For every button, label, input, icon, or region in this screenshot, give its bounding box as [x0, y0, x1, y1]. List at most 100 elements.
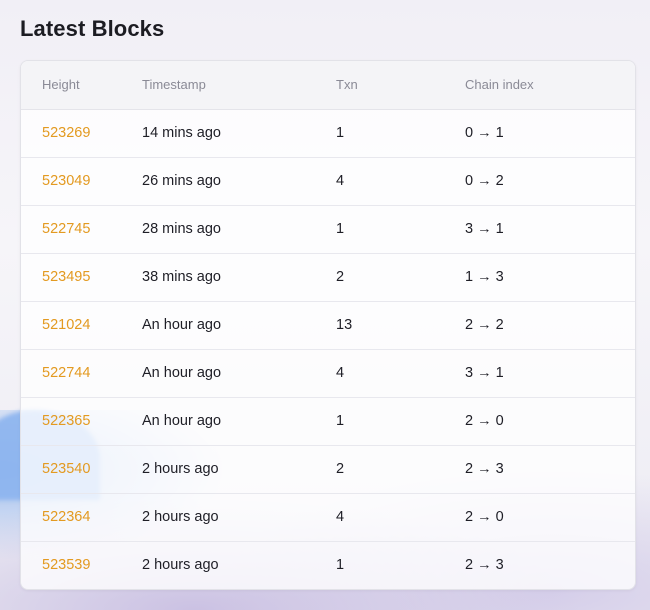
chain-from: 0 — [465, 125, 474, 141]
chain-from: 2 — [465, 509, 474, 525]
arrow-right-icon: → — [477, 461, 492, 477]
table-header-row: Height Timestamp Txn Chain index — [21, 61, 635, 110]
chain-from: 3 — [465, 221, 474, 237]
chain-from: 2 — [465, 413, 474, 429]
arrow-right-icon: → — [477, 269, 492, 285]
height-cell: 522744 — [21, 348, 142, 397]
chain-index-cell: 2 → 0 — [465, 492, 635, 541]
table-row: 522365 An hour ago 1 2 → 0 — [21, 396, 635, 445]
arrow-right-icon: → — [477, 125, 492, 141]
timestamp-cell: 14 mins ago — [142, 125, 221, 141]
timestamp-cell: 26 mins ago — [142, 156, 336, 205]
table-header: Height Timestamp Txn Chain index — [21, 61, 635, 110]
block-height-link[interactable]: 523539 — [42, 557, 91, 574]
txn-cell: 2 — [336, 444, 465, 493]
chain-index-cell: 3 → 1 — [465, 204, 635, 253]
arrow-right-icon: → — [477, 557, 492, 574]
chain-from: 1 — [465, 269, 474, 285]
chain-index-cell: 2 → 3 — [465, 444, 635, 493]
chain-index-cell: 2 → 0 — [465, 396, 635, 445]
table-row: 523540 2 hours ago 2 2 → 3 — [21, 444, 635, 493]
block-height-link[interactable]: 522365 — [42, 413, 91, 429]
table-row: 522744 An hour ago 4 3 → 1 — [21, 348, 635, 397]
latest-blocks-table-card: Height Timestamp Txn Chain index 523269 … — [20, 60, 636, 590]
table-row: 523269 14 mins ago 1 0 → 1 — [21, 109, 635, 157]
height-cell: 523540 — [21, 444, 142, 493]
block-height-link[interactable]: 522745 — [42, 221, 91, 237]
table-body: 523269 14 mins ago 1 0 → 1 523049 26 mins … — [21, 109, 635, 589]
txn-cell: 1 — [336, 540, 465, 589]
chain-to: 3 — [495, 461, 504, 477]
chain-to: 1 — [495, 125, 504, 141]
height-cell: 523495 — [21, 252, 142, 301]
txn-cell: 4 — [336, 348, 465, 397]
timestamp-cell: An hour ago — [142, 348, 336, 397]
timestamp-cell: 28 mins ago — [142, 204, 336, 253]
arrow-right-icon: → — [477, 173, 492, 189]
block-height-link[interactable]: 523540 — [42, 461, 91, 477]
height-cell: 523269 — [21, 109, 142, 157]
block-height-link[interactable]: 522744 — [42, 365, 91, 381]
chain-to: 2 — [495, 173, 504, 189]
block-height-link[interactable]: 522364 — [42, 509, 91, 525]
chain-to: 1 — [495, 221, 504, 237]
block-height-link[interactable]: 523049 — [42, 173, 91, 189]
table-row: 523495 38 mins ago 2 1 → 3 — [21, 252, 635, 301]
chain-index-cell: 2 → 3 — [465, 540, 635, 589]
arrow-right-icon: → — [477, 317, 492, 333]
table-row: 522364 2 hours ago 4 2 → 0 — [21, 492, 635, 541]
arrow-right-icon: → — [477, 413, 492, 429]
height-cell: 523539 — [21, 540, 142, 589]
height-cell: 523049 — [21, 156, 142, 205]
chain-index-cell: 0 → 1 — [465, 109, 635, 157]
chain-index-cell: 3 → 1 — [465, 348, 635, 397]
block-height-link[interactable]: 523269 — [42, 125, 91, 141]
timestamp-cell: 2 hours ago — [142, 540, 336, 589]
column-header-chain-index: Chain index — [465, 61, 635, 110]
height-cell: 522364 — [21, 492, 142, 541]
chain-to: 2 — [495, 317, 504, 333]
txn-cell: 13 — [336, 300, 465, 349]
height-cell: 522365 — [21, 396, 142, 445]
chain-index-cell: 2 → 2 — [465, 300, 635, 349]
chain-from: 3 — [465, 365, 474, 381]
chain-to: 1 — [495, 365, 504, 381]
column-header-timestamp: Timestamp — [142, 61, 336, 110]
arrow-right-icon: → — [477, 365, 492, 381]
column-header-height: Height — [21, 61, 142, 110]
column-header-txn: Txn — [336, 61, 465, 110]
timestamp-cell: An hour ago — [142, 396, 336, 445]
block-height-link[interactable]: 523495 — [42, 269, 91, 285]
table-row: 522745 28 mins ago 1 3 → 1 — [21, 204, 635, 253]
arrow-right-icon: → — [477, 509, 492, 525]
txn-cell: 1 — [336, 396, 465, 445]
chain-to: 0 — [495, 413, 504, 429]
timestamp-cell: 2 hours ago — [142, 444, 336, 493]
txn-cell: 4 — [336, 156, 465, 205]
timestamp-cell: 2 hours ago — [142, 492, 336, 541]
txn-cell: 4 — [336, 492, 465, 541]
page-title: Latest Blocks — [20, 16, 165, 41]
height-cell: 522745 — [21, 204, 142, 253]
chain-from: 0 — [465, 173, 474, 189]
chain-to: 0 — [495, 509, 504, 525]
timestamp-cell: 38 mins ago — [142, 252, 336, 301]
chain-to: 3 — [495, 269, 504, 285]
block-height-link[interactable]: 521024 — [42, 317, 91, 333]
txn-cell: 2 — [336, 252, 465, 301]
chain-from: 2 — [465, 317, 474, 333]
height-cell: 521024 — [21, 300, 142, 349]
chain-index-cell: 1 → 3 — [465, 252, 635, 301]
table-row: 521024 An hour ago 13 2 → 2 — [21, 300, 635, 349]
table-row: 523049 26 mins ago 4 0 → 2 — [21, 156, 635, 205]
txn-cell: 1 — [336, 204, 465, 253]
chain-index-cell: 0 → 2 — [465, 156, 635, 205]
arrow-right-icon: → — [477, 221, 492, 237]
txn-cell: 1 — [336, 125, 345, 141]
latest-blocks-table: Height Timestamp Txn Chain index 523269 … — [21, 61, 635, 589]
timestamp-cell: An hour ago — [142, 300, 336, 349]
table-row: 523539 2 hours ago 1 2 → 3 — [21, 540, 635, 589]
chain-to: 3 — [495, 557, 504, 574]
chain-from: 2 — [465, 461, 474, 477]
chain-from: 2 — [465, 557, 474, 574]
